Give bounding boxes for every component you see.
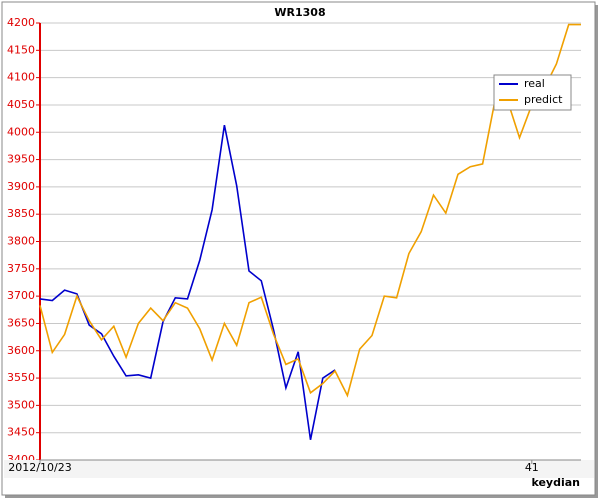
y-tick-label: 4050: [7, 98, 35, 111]
x-axis-label: keydian: [531, 476, 580, 489]
series-line: [39, 124, 336, 440]
y-tick-label: 4100: [7, 71, 35, 84]
y-tick-label: 3550: [7, 371, 35, 384]
y-tick-label: 3700: [7, 289, 35, 302]
y-tick-label: 3850: [7, 207, 35, 220]
y-tick-label: 4200: [7, 16, 35, 29]
legend-label: real: [524, 77, 545, 90]
y-tick-label: 3450: [7, 426, 35, 439]
y-tick-label: 3900: [7, 180, 35, 193]
y-tick-label: 4000: [7, 125, 35, 138]
y-tick-label: 3500: [7, 398, 35, 411]
series-line: [39, 23, 581, 398]
chart-title: WR1308: [274, 6, 325, 19]
x-tick-label: 2012/10/23: [8, 461, 71, 474]
y-tick-label: 3800: [7, 235, 35, 248]
y-tick-label: 3600: [7, 344, 35, 357]
y-tick-label: 3750: [7, 262, 35, 275]
y-tick-label: 3950: [7, 153, 35, 166]
y-tick-label: 3650: [7, 316, 35, 329]
legend-label: predict: [524, 93, 563, 106]
x-axis-band: [4, 460, 594, 478]
legend-box: [493, 74, 572, 111]
x-tick-label: 41: [525, 461, 539, 474]
y-tick-label: 4150: [7, 43, 35, 56]
